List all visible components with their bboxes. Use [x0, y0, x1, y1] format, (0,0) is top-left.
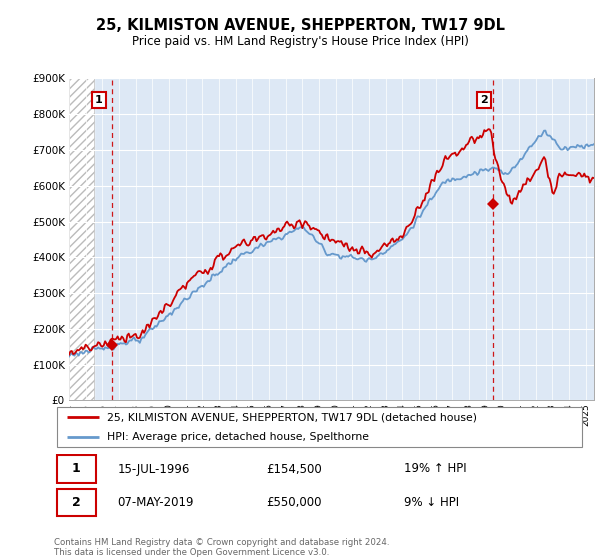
Text: 25, KILMISTON AVENUE, SHEPPERTON, TW17 9DL: 25, KILMISTON AVENUE, SHEPPERTON, TW17 9…	[95, 18, 505, 32]
Text: 25, KILMISTON AVENUE, SHEPPERTON, TW17 9DL (detached house): 25, KILMISTON AVENUE, SHEPPERTON, TW17 9…	[107, 412, 477, 422]
Text: 9% ↓ HPI: 9% ↓ HPI	[404, 496, 460, 509]
Text: Contains HM Land Registry data © Crown copyright and database right 2024.
This d: Contains HM Land Registry data © Crown c…	[54, 538, 389, 557]
FancyBboxPatch shape	[56, 455, 97, 483]
Text: 19% ↑ HPI: 19% ↑ HPI	[404, 463, 467, 475]
Text: 1: 1	[95, 95, 103, 105]
Text: 2: 2	[480, 95, 488, 105]
Text: 15-JUL-1996: 15-JUL-1996	[118, 463, 190, 475]
Bar	[69, 78, 94, 400]
Text: £550,000: £550,000	[266, 496, 322, 509]
Bar	[69, 78, 94, 400]
FancyBboxPatch shape	[56, 407, 582, 447]
Text: 2: 2	[72, 496, 80, 509]
FancyBboxPatch shape	[56, 489, 97, 516]
Text: Price paid vs. HM Land Registry's House Price Index (HPI): Price paid vs. HM Land Registry's House …	[131, 35, 469, 49]
Text: 07-MAY-2019: 07-MAY-2019	[118, 496, 194, 509]
Text: HPI: Average price, detached house, Spelthorne: HPI: Average price, detached house, Spel…	[107, 432, 369, 442]
Text: £154,500: £154,500	[266, 463, 322, 475]
Text: 1: 1	[72, 463, 80, 475]
